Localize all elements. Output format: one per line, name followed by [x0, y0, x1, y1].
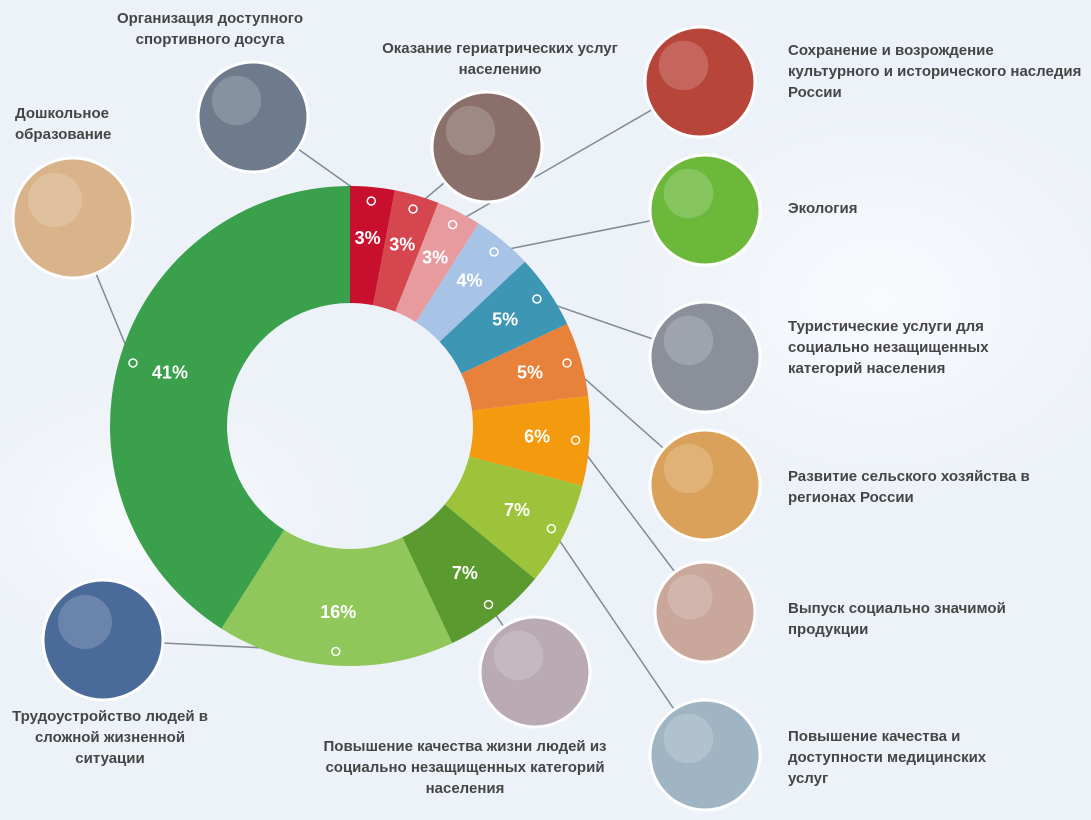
- photo: [648, 698, 762, 812]
- leader-dot: [128, 358, 138, 368]
- donut-segment: [373, 190, 439, 312]
- value-label: 5%: [517, 362, 543, 382]
- donut-segment: [439, 261, 568, 374]
- value-label: 6%: [524, 427, 550, 447]
- photo: [643, 25, 757, 139]
- leader-dot: [546, 523, 557, 534]
- photo-highlight: [658, 40, 709, 91]
- photo-highlight: [663, 713, 714, 764]
- value-label: 3%: [389, 235, 415, 255]
- photo-highlight: [667, 574, 713, 620]
- leader-dot: [489, 247, 499, 257]
- leader-dot: [532, 294, 542, 304]
- value-label: 7%: [504, 500, 530, 520]
- value-label: 5%: [492, 309, 518, 329]
- donut-segment: [350, 186, 395, 306]
- photo: [478, 615, 592, 729]
- photo-highlight: [211, 75, 262, 126]
- photo: [648, 153, 762, 267]
- leader-dot: [366, 196, 377, 206]
- category-label: Туристические услуги для социально незащ…: [788, 318, 989, 377]
- donut-segment: [110, 186, 351, 629]
- category-label: Повышение качества жизни людей из социал…: [323, 738, 607, 797]
- value-label: 3%: [422, 248, 448, 268]
- leader-dot: [408, 204, 418, 214]
- category-label: Повышение качества и доступности медицин…: [788, 728, 987, 787]
- photo: [196, 60, 310, 174]
- photo: [648, 300, 762, 414]
- category-label: Оказание гериатрических услуг населению: [382, 40, 618, 78]
- photo-highlight: [493, 630, 544, 681]
- donut-segment: [461, 323, 589, 411]
- photo-highlight: [28, 173, 82, 227]
- donut-segment: [469, 395, 591, 486]
- photo-highlight: [663, 443, 714, 494]
- donut-segment: [402, 504, 535, 644]
- photo: [653, 560, 757, 664]
- photo-highlight: [663, 315, 714, 366]
- leader-dot: [562, 358, 572, 368]
- category-label: Трудоустройство людей в сложной жизненно…: [12, 708, 208, 767]
- photo-highlight: [58, 595, 112, 649]
- photo: [648, 428, 762, 542]
- value-label: 7%: [452, 563, 478, 583]
- category-label: Развитие сельского хозяйства в регионах …: [788, 468, 1030, 506]
- value-label: 3%: [355, 228, 381, 248]
- leader-dot: [483, 599, 494, 610]
- leader-dot: [331, 646, 341, 657]
- photo: [430, 90, 544, 204]
- value-label: 4%: [457, 270, 483, 290]
- category-label: Сохранение и возрождение культурного и и…: [788, 42, 1082, 101]
- category-label: Дошкольное образование: [15, 105, 112, 143]
- donut-segment: [444, 456, 583, 579]
- photo: [41, 578, 165, 702]
- category-label: Выпуск социально значимой продукции: [788, 600, 1006, 638]
- leader-dot: [570, 435, 581, 445]
- photo-highlight: [445, 105, 496, 156]
- donut-segment: [395, 202, 479, 323]
- value-label: 16%: [320, 602, 356, 622]
- category-label: Экология: [788, 200, 858, 217]
- donut-segment: [221, 529, 453, 666]
- photo: [11, 156, 135, 280]
- category-label: Организация доступного спортивного досуг…: [116, 10, 304, 48]
- photo-highlight: [663, 168, 714, 219]
- value-label: 41%: [152, 362, 188, 382]
- leader-dot: [447, 219, 458, 230]
